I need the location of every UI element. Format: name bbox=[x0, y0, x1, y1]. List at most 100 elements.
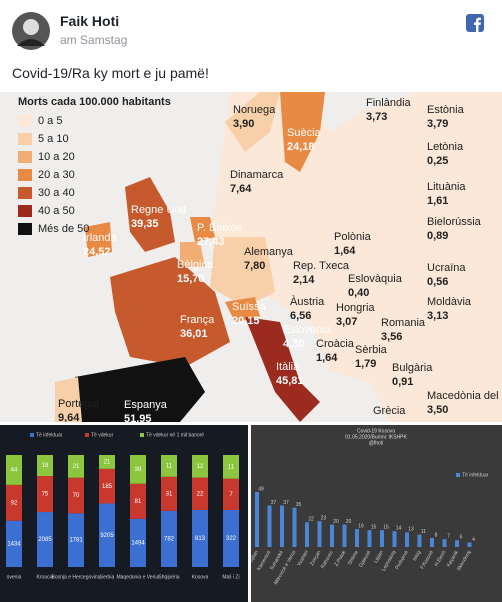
country-name: Romania bbox=[381, 317, 426, 329]
bar bbox=[255, 492, 259, 547]
legend-label: 40 a 50 bbox=[38, 205, 75, 217]
bar-segment bbox=[223, 509, 239, 567]
country-value: 51,95 bbox=[124, 413, 152, 422]
x-tick-label: Gjilan bbox=[251, 549, 260, 563]
x-tick-label: Kroacia bbox=[37, 574, 54, 580]
country-name: Sèrbia bbox=[355, 344, 388, 356]
bar-segment bbox=[192, 455, 208, 478]
value-label: 37 bbox=[283, 500, 289, 506]
bar bbox=[267, 505, 272, 547]
country-value: 24,18 bbox=[287, 141, 315, 153]
country-name: Portugal bbox=[58, 398, 99, 410]
bar-segment bbox=[6, 484, 22, 521]
country-value: 7,80 bbox=[244, 260, 265, 272]
legend-title: Morts cada 100.000 habitants bbox=[18, 96, 171, 108]
bar bbox=[292, 507, 297, 547]
legend-swatch bbox=[18, 205, 32, 217]
value-label: 81 bbox=[135, 499, 142, 505]
country-value: 1,64 bbox=[316, 352, 338, 364]
bar-segment bbox=[68, 477, 84, 514]
country-name: Grècia bbox=[373, 405, 406, 417]
country-name: Noruega bbox=[233, 104, 276, 116]
bar bbox=[280, 505, 284, 547]
value-label: 18 bbox=[42, 463, 49, 469]
legend-label: Të infektuar bbox=[462, 472, 489, 478]
bar-segment bbox=[99, 455, 115, 469]
bar bbox=[317, 521, 322, 547]
chart-title: Covid-19 Kosova bbox=[357, 428, 395, 434]
bar-segment bbox=[161, 476, 177, 511]
country-name: Suècia bbox=[287, 127, 322, 139]
bar bbox=[367, 530, 372, 547]
legend-label: Të vdekur në 1 mil banorë bbox=[146, 432, 204, 438]
value-label: 7 bbox=[447, 533, 450, 539]
country-value: 0,91 bbox=[392, 376, 413, 388]
country-value: 4,30 bbox=[283, 338, 304, 350]
bar bbox=[455, 540, 459, 547]
country-value: 9,64 bbox=[58, 412, 80, 422]
country-value: 3,50 bbox=[427, 404, 448, 416]
country-value: 0,25 bbox=[427, 155, 448, 167]
bar-segment bbox=[68, 513, 84, 567]
x-tick-label: Serbia bbox=[100, 574, 115, 580]
country-name: Bulgària bbox=[392, 362, 433, 374]
country-name: Moldàvia bbox=[427, 296, 472, 308]
bar-segment bbox=[192, 477, 208, 510]
value-label: 7 bbox=[229, 492, 233, 498]
bar-segment bbox=[37, 476, 53, 513]
value-label: 185 bbox=[102, 484, 113, 490]
value-label: 22 bbox=[308, 517, 314, 523]
bar bbox=[380, 530, 384, 547]
bar-segment bbox=[6, 520, 22, 567]
legend-swatch bbox=[18, 169, 32, 181]
bar bbox=[355, 529, 359, 547]
value-label: 782 bbox=[164, 536, 175, 542]
legend-label: Més de 50 bbox=[38, 223, 89, 235]
country-name: Regne Unit bbox=[131, 204, 186, 216]
map-image[interactable]: Morts cada 100.000 habitants 0 a 5 5 a 10 1… bbox=[0, 92, 502, 422]
country-name: Alemanya bbox=[244, 246, 294, 258]
x-tick-label: Mali i Zi bbox=[222, 574, 239, 580]
annotation: @fhoti bbox=[369, 440, 384, 446]
country-value: 0,40 bbox=[348, 287, 369, 299]
country-value: 1,61 bbox=[427, 195, 448, 207]
value-label: 8 bbox=[435, 532, 438, 538]
country-name: França bbox=[180, 314, 215, 326]
x-tick-label: ovenia bbox=[7, 574, 22, 580]
value-label: 70 bbox=[73, 493, 80, 499]
value-label: 31 bbox=[166, 491, 173, 497]
country-value: 36,01 bbox=[180, 328, 208, 340]
legend-label: Të vdekur bbox=[91, 432, 114, 438]
value-label: 1781 bbox=[69, 538, 83, 544]
value-label: 13 bbox=[408, 527, 414, 533]
value-label: 813 bbox=[195, 536, 206, 542]
value-label: 1434 bbox=[7, 541, 21, 547]
country-value: 3,73 bbox=[366, 111, 387, 123]
country-name: Croàcia bbox=[316, 338, 355, 350]
bar-segment bbox=[130, 518, 146, 567]
legend-swatch bbox=[18, 115, 32, 127]
bar-segment bbox=[223, 478, 239, 510]
country-value: 27,43 bbox=[197, 236, 225, 248]
post-time[interactable]: am Samstag bbox=[60, 33, 128, 47]
legend-swatch bbox=[18, 133, 32, 145]
country-value: 15,70 bbox=[177, 273, 205, 285]
country-value: 3,79 bbox=[427, 118, 448, 130]
avatar[interactable] bbox=[12, 12, 50, 50]
country-value: 3,90 bbox=[233, 118, 254, 130]
value-label: 6 bbox=[460, 535, 463, 541]
x-tick-label: Lipjan bbox=[373, 549, 385, 564]
country-name: Bielorússia bbox=[427, 216, 482, 228]
country-name: Hongria bbox=[336, 302, 375, 314]
x-tick-label: Shqipëria bbox=[158, 574, 179, 580]
country-name: Finlàndia bbox=[366, 97, 412, 109]
x-tick-label: Kosova bbox=[192, 574, 209, 580]
author-name[interactable]: Faik Hoti bbox=[60, 13, 120, 29]
x-tick-label: Istog bbox=[412, 549, 423, 562]
bar bbox=[405, 532, 409, 547]
country-name: Letònia bbox=[427, 141, 464, 153]
bar-chart-image[interactable]: Të infektuar Të vdekur Të vdekur në 1 mil … bbox=[0, 425, 248, 602]
value-label: 15 bbox=[383, 524, 389, 530]
